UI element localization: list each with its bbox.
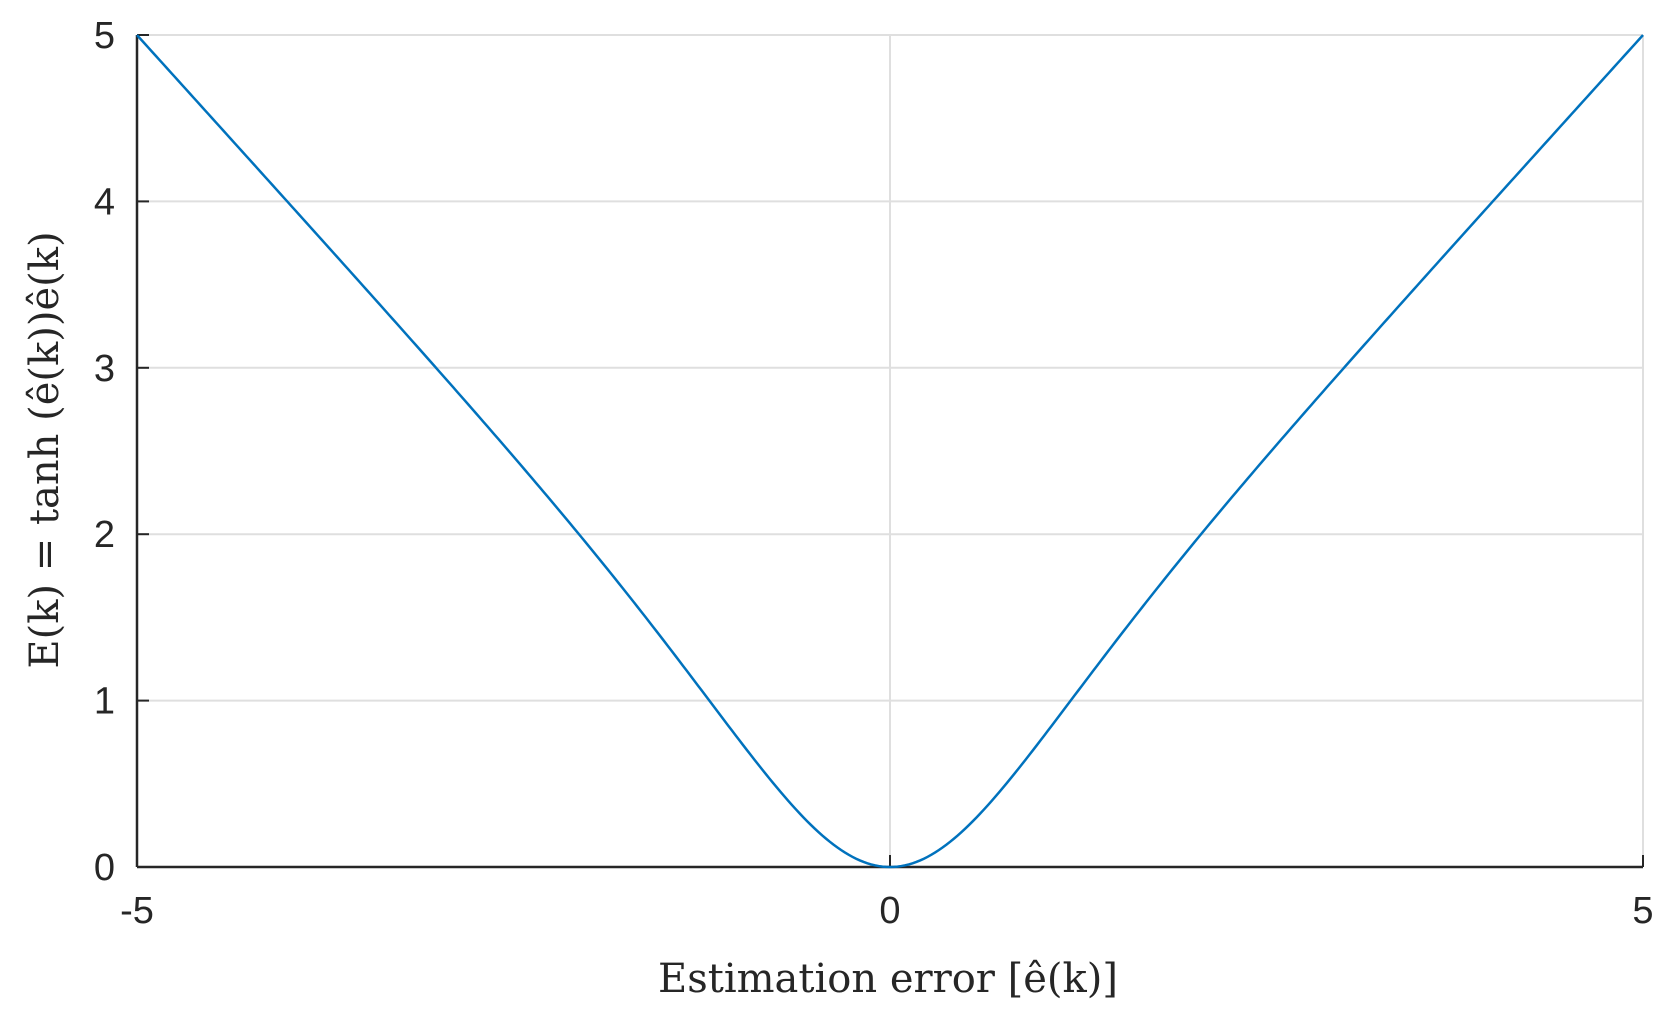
y-tick-label: 5 — [94, 15, 115, 57]
x-axis-label: Estimation error [ê(k)] — [658, 956, 1118, 1002]
y-tick-labels: 0 1 2 3 4 5 — [94, 15, 115, 889]
y-tick-label: 0 — [94, 847, 115, 889]
y-tick-label: 3 — [94, 348, 115, 390]
grid — [136, 34, 1644, 868]
y-tick-label: 4 — [94, 181, 115, 223]
series-line — [136, 34, 1644, 869]
x-tick-label: 0 — [879, 890, 900, 932]
x-tick-labels: -5 0 5 — [120, 890, 1653, 932]
x-tick-label: -5 — [120, 890, 154, 932]
y-tick-label: 1 — [94, 681, 115, 723]
y-axis-label: E(k) = tanh (ê(k))ê(k) — [22, 231, 68, 668]
series — [136, 34, 1644, 869]
x-tick-label: 5 — [1632, 890, 1653, 932]
y-tick-label: 2 — [94, 514, 115, 556]
